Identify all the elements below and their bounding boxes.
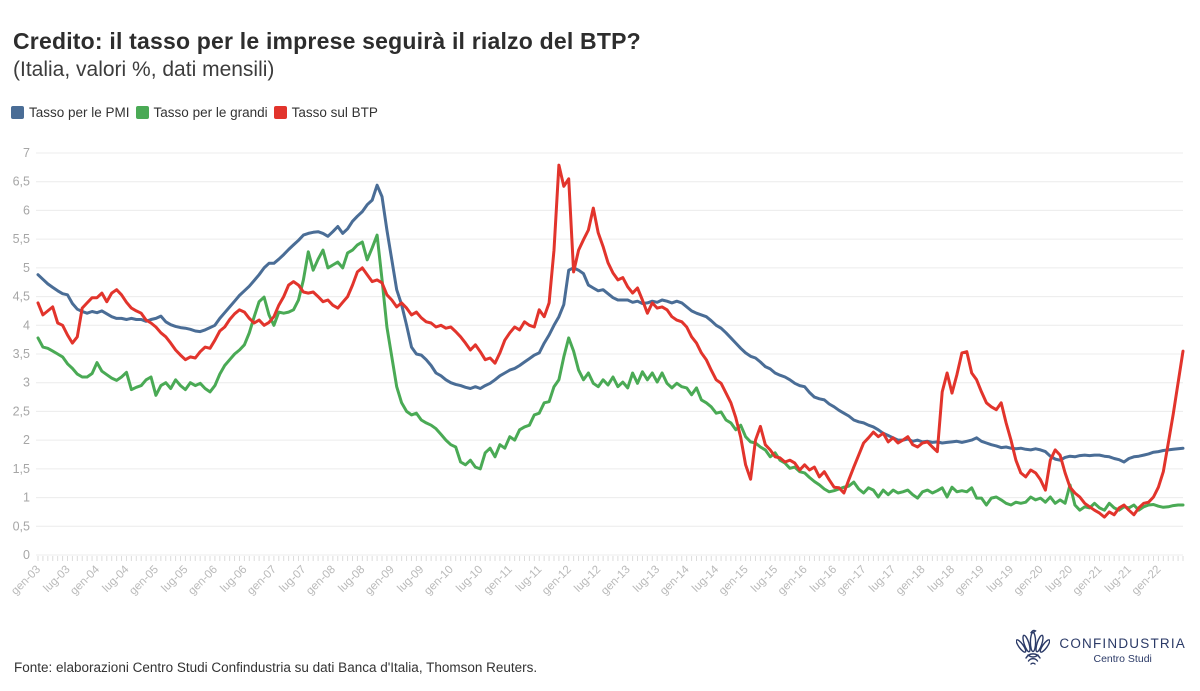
svg-text:gen-05: gen-05 bbox=[127, 564, 161, 598]
svg-text:lug-08: lug-08 bbox=[336, 564, 367, 595]
svg-text:gen-10: gen-10 bbox=[422, 564, 456, 598]
legend-label-pmi: Tasso per le PMI bbox=[29, 105, 130, 120]
svg-text:4: 4 bbox=[23, 318, 30, 332]
legend-label-btp: Tasso sul BTP bbox=[291, 105, 378, 120]
svg-text:gen-22: gen-22 bbox=[1130, 564, 1164, 598]
svg-text:2: 2 bbox=[23, 433, 30, 447]
svg-text:5,5: 5,5 bbox=[13, 232, 30, 246]
svg-text:gen-18: gen-18 bbox=[894, 564, 928, 598]
legend-item-btp: Tasso sul BTP bbox=[273, 105, 378, 120]
svg-text:gen-09: gen-09 bbox=[363, 564, 397, 598]
svg-text:lug-09: lug-09 bbox=[395, 564, 426, 595]
svg-text:gen-19: gen-19 bbox=[953, 564, 987, 598]
legend-label-grandi: Tasso per le grandi bbox=[153, 105, 268, 120]
page-subtitle: (Italia, valori %, dati mensili) bbox=[13, 58, 275, 81]
line-chart: 0 0,5 1 1,5 2 2,5 3 3,5 4 4,5 5 5,5 6 6,5 7 gen-03 lug-0… bbox=[0, 138, 1200, 620]
legend-swatch-grandi-icon bbox=[135, 106, 149, 119]
svg-text:1: 1 bbox=[23, 491, 30, 505]
svg-text:lug-18: lug-18 bbox=[926, 564, 957, 595]
svg-text:gen-12: gen-12 bbox=[540, 564, 574, 598]
svg-text:lug-05: lug-05 bbox=[159, 564, 190, 595]
svg-text:lug-17: lug-17 bbox=[867, 564, 898, 595]
svg-text:lug-10: lug-10 bbox=[454, 564, 485, 595]
svg-text:gen-13: gen-13 bbox=[599, 564, 633, 598]
svg-text:lug-12: lug-12 bbox=[572, 564, 603, 595]
confindustria-eagle-icon bbox=[1016, 629, 1051, 665]
svg-text:lug-03: lug-03 bbox=[42, 564, 73, 595]
chart-canvas: 00,511,522,533,544,555,566,57gen-03lug-0… bbox=[9, 146, 1185, 598]
source-note: Fonte: elaborazioni Centro Studi Confind… bbox=[14, 660, 538, 675]
svg-text:gen-06: gen-06 bbox=[186, 564, 220, 598]
svg-text:0,5: 0,5 bbox=[13, 519, 30, 533]
svg-text:lug-16: lug-16 bbox=[808, 564, 839, 595]
svg-text:gen-14: gen-14 bbox=[658, 563, 692, 597]
svg-text:3,5: 3,5 bbox=[13, 347, 30, 361]
confindustria-logo-name: CONFINDUSTRIA bbox=[1059, 635, 1186, 651]
svg-text:5: 5 bbox=[23, 261, 30, 275]
svg-text:gen-08: gen-08 bbox=[304, 564, 338, 598]
svg-text:6,5: 6,5 bbox=[13, 175, 30, 189]
svg-text:7: 7 bbox=[23, 146, 30, 160]
svg-text:4,5: 4,5 bbox=[13, 290, 30, 304]
svg-text:lug-20: lug-20 bbox=[1044, 564, 1075, 595]
svg-text:6: 6 bbox=[23, 203, 30, 217]
svg-text:gen-21: gen-21 bbox=[1071, 564, 1105, 598]
confindustria-logo-text: CONFINDUSTRIA Centro Studi bbox=[1059, 636, 1186, 665]
legend-swatch-pmi-icon bbox=[11, 106, 24, 119]
svg-text:3: 3 bbox=[23, 376, 30, 390]
svg-text:2,5: 2,5 bbox=[13, 404, 30, 418]
svg-text:gen-04: gen-04 bbox=[68, 563, 102, 597]
svg-text:0: 0 bbox=[23, 548, 30, 562]
svg-text:gen-03: gen-03 bbox=[9, 564, 43, 598]
svg-text:lug-21: lug-21 bbox=[1103, 564, 1134, 595]
svg-text:gen-20: gen-20 bbox=[1012, 564, 1046, 598]
svg-text:gen-11: gen-11 bbox=[482, 564, 515, 597]
svg-text:lug-15: lug-15 bbox=[749, 564, 780, 595]
legend-item-grandi: Tasso per le grandi bbox=[135, 105, 268, 120]
legend-item-pmi: Tasso per le PMI bbox=[11, 105, 130, 120]
svg-text:lug-13: lug-13 bbox=[631, 564, 662, 595]
svg-text:gen-16: gen-16 bbox=[776, 564, 810, 598]
legend-swatch-btp-icon bbox=[273, 106, 287, 119]
page-title: Credito: il tasso per le imprese seguirà… bbox=[13, 28, 641, 54]
svg-text:gen-15: gen-15 bbox=[717, 564, 751, 598]
legend: Tasso per le PMI Tasso per le grandi Tas… bbox=[11, 105, 378, 120]
svg-text:lug-07: lug-07 bbox=[277, 564, 308, 595]
svg-text:gen-07: gen-07 bbox=[245, 564, 279, 598]
svg-text:lug-19: lug-19 bbox=[985, 564, 1016, 595]
confindustria-logo-sub: Centro Studi bbox=[1093, 652, 1152, 665]
svg-text:1,5: 1,5 bbox=[13, 462, 30, 476]
svg-text:gen-17: gen-17 bbox=[835, 564, 869, 598]
confindustria-logo: CONFINDUSTRIA Centro Studi bbox=[1016, 628, 1186, 672]
svg-text:lug-06: lug-06 bbox=[218, 564, 249, 595]
